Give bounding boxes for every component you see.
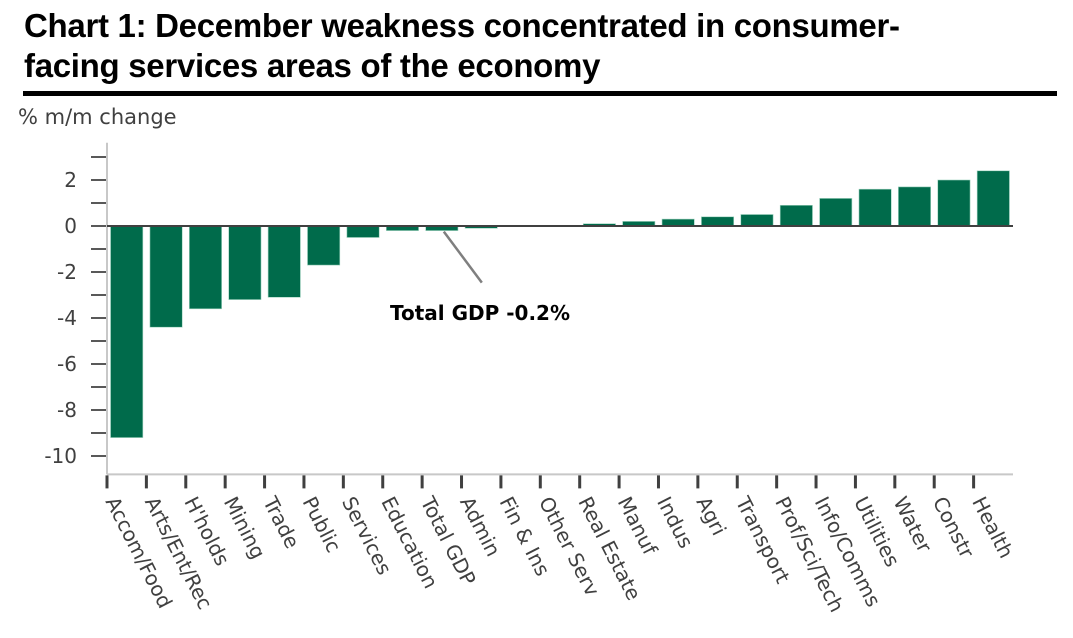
bar-indus xyxy=(661,218,695,227)
bar-accom-food xyxy=(110,225,144,438)
y-tick-label: -2 xyxy=(57,260,77,284)
y-tick-label: -10 xyxy=(44,444,77,468)
bar-mining xyxy=(228,225,262,300)
x-tick-label: Agri xyxy=(692,493,732,540)
bar-h-holds xyxy=(189,225,222,310)
x-axis: Accom/FoodArts/Ent/RecH'holdsMiningTrade… xyxy=(101,473,1019,616)
bar-transport xyxy=(740,214,774,227)
chart-title-line-1: Chart 1: December weakness concentrated … xyxy=(24,7,900,44)
bar-public xyxy=(307,225,341,266)
y-tick-label: -8 xyxy=(57,398,77,422)
bar-trade xyxy=(267,225,301,298)
bar-services xyxy=(346,225,380,238)
title-rule xyxy=(23,91,1057,96)
bar-utilities xyxy=(858,188,892,227)
annotation-leader-line xyxy=(442,230,483,284)
annotation: Total GDP -0.2% xyxy=(390,230,570,325)
bar-arts-ent-rec xyxy=(149,225,183,328)
bar-agri xyxy=(701,216,735,227)
bar-info-comms xyxy=(819,198,853,227)
y-axis: 2 0 -2 -4 -6 -8 -10 xyxy=(44,142,108,475)
y-tick-label: -4 xyxy=(57,306,77,330)
bar-prof-sci-tech xyxy=(779,205,813,227)
bar-health xyxy=(976,170,1010,227)
chart-title-line-2: facing services areas of the economy xyxy=(24,47,601,84)
chart-title: Chart 1: December weakness concentrated … xyxy=(24,6,1064,86)
bars xyxy=(107,170,1013,438)
annotation-label: Total GDP -0.2% xyxy=(390,301,570,325)
y-tick-label: 0 xyxy=(64,214,77,238)
bar-constr xyxy=(937,179,971,227)
y-axis-label: % m/m change xyxy=(18,105,177,129)
y-tick-label: -6 xyxy=(57,352,77,376)
bar-water xyxy=(898,186,931,227)
y-tick-label: 2 xyxy=(64,168,77,192)
